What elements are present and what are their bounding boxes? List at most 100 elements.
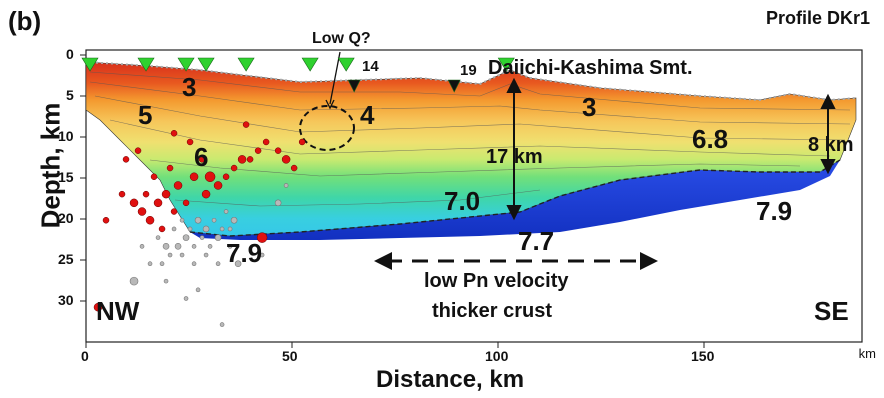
- earthquake-gray: [211, 217, 217, 223]
- obs-triangle: [81, 57, 99, 72]
- earthquake-gray: [191, 244, 197, 249]
- earthquake-red: [230, 164, 238, 172]
- earthquake-red: [182, 199, 190, 207]
- earthquake-gray: [139, 244, 145, 249]
- earthquake-gray: [147, 261, 153, 267]
- obs-triangle: [337, 57, 355, 72]
- obs-triangle: [237, 57, 255, 72]
- earthquake-gray: [227, 244, 233, 249]
- earthquake-gray: [195, 287, 201, 293]
- earthquake-gray: [187, 226, 193, 232]
- x-tick-label: 50: [282, 348, 298, 364]
- moho-line: [189, 159, 841, 237]
- seamount-label: Daiichi-Kashima Smt.: [488, 57, 693, 79]
- velocity-label: 7.7: [518, 226, 555, 256]
- earthquake-gray: [171, 226, 177, 232]
- crust-thickness-8km-arrow: [820, 93, 836, 175]
- x-tick-label: 0: [81, 348, 89, 364]
- earthquake-gray: [227, 226, 233, 232]
- panel-label: (b): [8, 6, 42, 36]
- earthquake-red: [118, 190, 126, 198]
- obs-station-markers: [81, 57, 515, 93]
- velocity-label: 7.9: [226, 238, 263, 268]
- earthquake-gray: [214, 234, 222, 241]
- earthquake-gray: [207, 244, 213, 249]
- earthquake-red: [298, 138, 306, 146]
- earthquake-gray: [219, 322, 225, 327]
- earthquake-red: [153, 198, 163, 208]
- crust-thickness-17km-arrow: [506, 77, 522, 221]
- earthquake-gray: [283, 183, 289, 188]
- earthquake-red: [134, 147, 142, 154]
- profile-title: Profile DKr1: [765, 8, 870, 28]
- velocity-label: 4: [360, 100, 375, 130]
- obs-triangle: [347, 79, 361, 93]
- earthquake-gray: [179, 252, 185, 258]
- low-q-pointer: [329, 51, 341, 105]
- earthquake-gray: [159, 261, 165, 267]
- earthquake-gray: [174, 243, 182, 250]
- earthquake-gray: [215, 261, 221, 267]
- obs-triangle: [197, 57, 215, 72]
- earthquake-gray: [155, 235, 161, 240]
- earthquake-gray: [219, 226, 225, 232]
- y-tick-label: 25: [58, 251, 74, 267]
- earthquake-red: [158, 225, 166, 233]
- earthquake-red: [173, 181, 183, 190]
- earthquake-red: [254, 147, 262, 154]
- velocity-label: 5: [138, 100, 153, 130]
- earthquake-gray: [129, 276, 139, 286]
- earthquake-red: [290, 164, 298, 172]
- thickness-17km-label: 17 km: [486, 146, 543, 168]
- obs-triangle: [177, 57, 195, 72]
- earthquake-red: [201, 189, 211, 199]
- earthquake-gray: [274, 199, 282, 207]
- obs-triangle: [137, 57, 155, 72]
- earthquake-gray: [163, 278, 169, 284]
- earthquake-red: [102, 216, 110, 224]
- y-tick-label: 10: [58, 128, 74, 144]
- y-tick-label: 30: [58, 292, 74, 308]
- y-tick-label: 5: [66, 87, 74, 103]
- obs-14-label: 14: [362, 58, 379, 75]
- earthquake-red: [213, 181, 223, 190]
- velocity-label: 3: [582, 92, 597, 122]
- x-tick-label: 150: [691, 348, 715, 364]
- earthquake-red: [204, 171, 216, 183]
- low-q-label: Low Q?: [312, 30, 371, 47]
- earthquake-red: [256, 232, 268, 243]
- velocity-contours: [89, 71, 851, 207]
- y-axis-ticks: [80, 54, 86, 302]
- seafloor-line: [85, 61, 857, 102]
- earthquake-gray: [234, 260, 242, 268]
- earthquake-gray: [179, 217, 185, 223]
- earthquake-red: [281, 155, 291, 164]
- earthquake-red: [161, 189, 171, 199]
- velocity-label: 6: [194, 142, 209, 172]
- earthquake-red: [129, 198, 139, 208]
- earthquake-red: [170, 130, 178, 137]
- low-pn-label: low Pn velocity: [424, 270, 569, 292]
- y-tick-label: 20: [58, 210, 74, 226]
- velocity-label: 6.8: [692, 124, 729, 154]
- earthquake-red: [142, 190, 150, 198]
- earthquake-red: [166, 164, 174, 172]
- earthquake-red: [246, 156, 254, 163]
- x-tick-label: 100: [485, 348, 509, 364]
- earthquake-red: [122, 156, 130, 163]
- earthquake-gray: [259, 252, 265, 258]
- earthquake-gray: [223, 209, 229, 214]
- mantle-body: [190, 160, 840, 240]
- earthquake-gray: [203, 252, 209, 258]
- earthquake-red: [222, 173, 230, 181]
- earthquake-red: [170, 208, 178, 215]
- obs-19-label: 19: [460, 62, 477, 79]
- earthquake-gray: [202, 225, 210, 233]
- earthquake-gray: [191, 261, 197, 267]
- earthquake-red: [262, 138, 270, 146]
- earthquake-gray: [182, 234, 190, 241]
- x-axis-unit: km: [858, 346, 876, 361]
- low-q-ellipse: [299, 105, 355, 151]
- thickness-8km-label: 8 km: [808, 134, 854, 156]
